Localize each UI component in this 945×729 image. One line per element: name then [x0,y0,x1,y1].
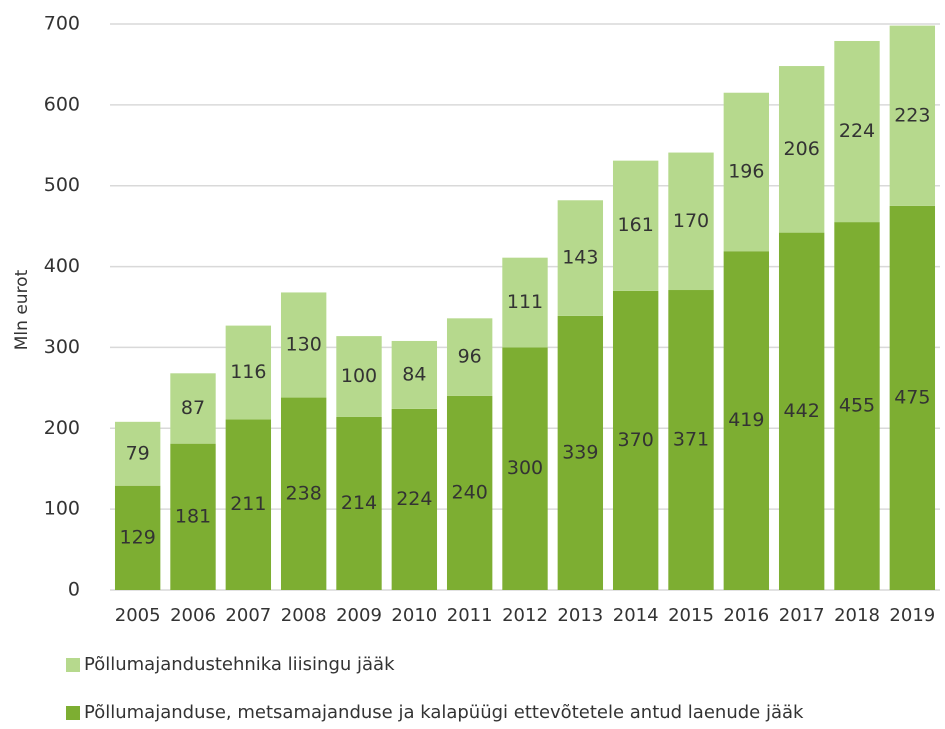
bar-segment [446,395,493,590]
y-tick-label: 300 [44,336,80,358]
data-label: 100 [341,365,377,387]
bar-segment [778,66,825,233]
y-tick-label: 500 [44,174,80,196]
bar-segment [668,290,714,590]
bar-segment [557,315,604,590]
data-label: 87 [181,397,205,419]
bar-segment [114,421,161,486]
y-tick-label: 0 [68,579,80,601]
bar-segment [889,25,936,206]
data-label: 370 [618,429,654,451]
x-tick-label: 2009 [336,605,382,626]
bar-segment [336,336,382,417]
data-label: 224 [396,488,432,510]
data-label: 300 [507,457,543,479]
data-label: 238 [286,482,322,504]
data-label: 84 [402,363,426,385]
y-tick-label: 700 [44,13,80,35]
x-tick-label: 2007 [225,605,271,626]
y-tick-label: 600 [44,93,80,115]
x-tick-label: 2016 [723,605,769,626]
data-label: 181 [175,505,211,527]
data-label: 206 [784,138,820,160]
data-label: 130 [286,334,322,356]
bar-segment [502,257,548,348]
x-tick-label: 2017 [779,605,825,626]
x-tick-label: 2012 [502,605,548,626]
data-label: 111 [507,291,543,313]
bar-segment [557,200,604,316]
data-label: 196 [728,160,764,182]
data-label: 96 [458,346,482,368]
bar-segment [225,325,272,420]
data-label: 475 [894,386,930,408]
bar-segment [280,292,327,398]
bar-segment [114,485,161,590]
bar-segment [280,397,327,590]
data-label: 116 [230,361,266,383]
y-tick-label: 100 [44,498,80,520]
x-tick-label: 2019 [889,605,935,626]
bar-segment [391,340,438,409]
bar-segment [834,40,880,223]
y-axis-label: Mln eurot [12,269,32,350]
x-tick-label: 2006 [170,605,216,626]
bar-segment [723,251,770,591]
legend-swatch [66,658,80,672]
bar-segment [668,152,714,291]
bar-segment [889,205,936,590]
bar-segment [446,318,493,396]
bar-segment [612,290,659,590]
data-label: 455 [839,395,875,417]
data-label: 161 [618,214,654,236]
data-label: 371 [673,429,709,451]
data-label: 170 [673,210,709,232]
x-tick-label: 2015 [668,605,714,626]
legend-swatch [66,706,80,720]
data-label: 129 [120,526,156,548]
data-label: 211 [230,493,266,515]
x-tick-label: 2018 [834,605,880,626]
data-label: 214 [341,492,377,514]
bar-segment [723,92,770,252]
x-tick-label: 2010 [391,605,437,626]
y-tick-label: 200 [44,417,80,439]
legend-label: Põllumajanduse, metsamajanduse ja kalapü… [84,702,804,723]
data-label: 224 [839,120,875,142]
bar-segment [502,347,548,590]
x-tick-label: 2013 [557,605,603,626]
data-label: 419 [728,409,764,431]
bar-segment [170,373,216,444]
bar-segment [225,419,272,590]
bar-segment [336,416,382,590]
bar-segment [612,160,659,291]
bar-segment [778,232,825,590]
legend-label: Põllumajandustehnika liisingu jääk [84,654,395,675]
data-label: 240 [452,481,488,503]
bar-segment [391,408,438,590]
x-tick-label: 2011 [447,605,493,626]
x-tick-label: 2008 [281,605,327,626]
data-label: 143 [562,247,598,269]
x-tick-label: 2005 [115,605,161,626]
y-tick-label: 400 [44,255,80,277]
bar-segment [170,443,216,590]
bar-segment [834,222,880,590]
data-label: 79 [126,442,150,464]
data-label: 442 [784,400,820,422]
data-label: 223 [894,104,930,126]
x-tick-label: 2014 [613,605,659,626]
data-label: 339 [562,441,598,463]
